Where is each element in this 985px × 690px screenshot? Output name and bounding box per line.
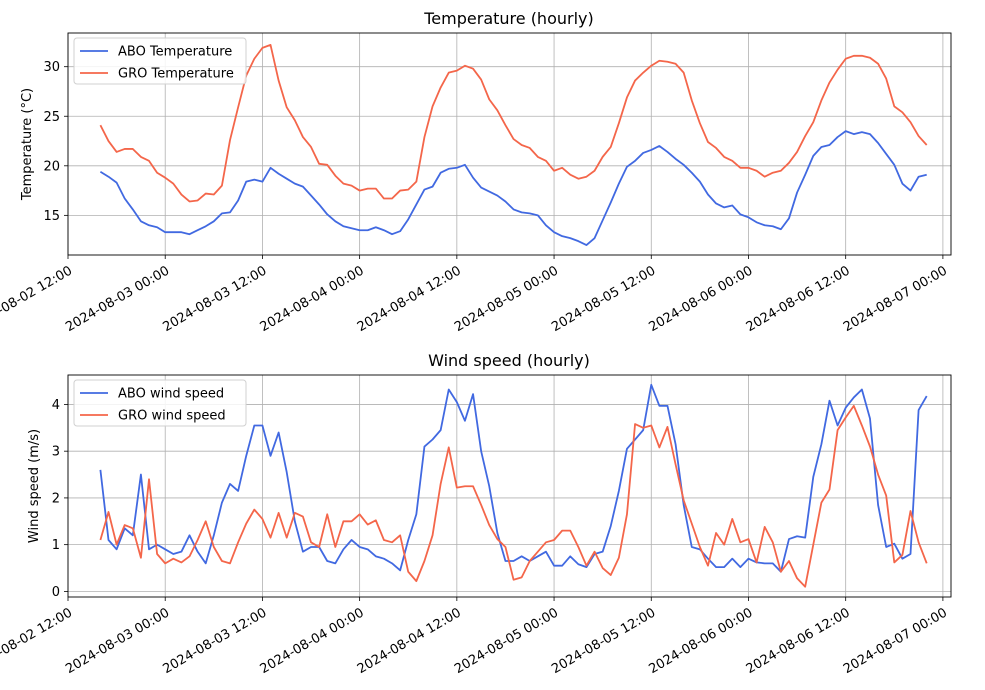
- axes-frame: [67, 32, 952, 256]
- x-tick-label: 2024-08-07 00:00: [841, 605, 950, 677]
- x-tick-label: 2024-08-05 12:00: [549, 263, 658, 335]
- legend: ABO wind speed GRO wind speed: [73, 379, 247, 427]
- y-tick-label: 4: [52, 398, 60, 413]
- x-tick-label: 2024-08-05 12:00: [549, 605, 658, 677]
- x-tick-label: 2024-08-04 00:00: [258, 605, 367, 677]
- legend: ABO Temperature GRO Temperature: [73, 37, 247, 85]
- x-tick-label: 2024-08-06 12:00: [744, 263, 853, 335]
- legend-box: [73, 37, 247, 85]
- x-tick-label: 2024-08-06 12:00: [744, 605, 853, 677]
- y-tick-label: 25: [43, 110, 60, 125]
- y-axis-label: Wind speed (m/s): [27, 429, 42, 543]
- wind-speed-chart: Wind speed (hourly) Wind speed (m/s) 202…: [0, 351, 952, 677]
- series-line-1: [99, 383, 928, 573]
- x-tick-label: 2024-08-03 12:00: [160, 263, 269, 335]
- series-line-1: [99, 130, 927, 246]
- legend-label: GRO wind speed: [118, 409, 226, 424]
- series-line-2: [99, 43, 928, 203]
- axes-frame: [67, 374, 952, 598]
- y-tick-label: 1: [52, 538, 60, 553]
- x-tick-label: 2024-08-04 12:00: [355, 605, 464, 677]
- y-tick-label: 20: [43, 159, 60, 174]
- x-tick-label: 2024-08-05 00:00: [452, 263, 561, 335]
- y-tick-label: 15: [43, 209, 60, 224]
- temperature-chart: Temperature (hourly) Temperature (°C) 20…: [0, 9, 952, 335]
- x-tick-label: 2024-08-05 00:00: [452, 605, 561, 677]
- legend-label: ABO Temperature: [118, 45, 232, 60]
- chart-title: Temperature (hourly): [423, 9, 593, 28]
- x-tick-label: 2024-08-04 00:00: [258, 263, 367, 335]
- y-tick-label: 0: [52, 585, 60, 600]
- chart-title: Wind speed (hourly): [428, 351, 590, 370]
- x-tick-label: 2024-08-03 00:00: [63, 263, 172, 335]
- legend-box: [73, 379, 247, 427]
- legend-label: ABO wind speed: [118, 387, 224, 402]
- legend-label: GRO Temperature: [118, 67, 234, 82]
- y-axis-label: Temperature (°C): [20, 88, 35, 201]
- x-tick-label: 2024-08-04 12:00: [355, 263, 464, 335]
- x-tick-label: 2024-08-06 00:00: [647, 605, 756, 677]
- y-tick-label: 3: [52, 445, 60, 460]
- series-line-2: [99, 404, 928, 588]
- x-tick-label: 2024-08-06 00:00: [647, 263, 756, 335]
- x-tick-label: 2024-08-03 12:00: [160, 605, 269, 677]
- y-tick-label: 30: [43, 60, 60, 75]
- y-tick-label: 2: [52, 491, 60, 506]
- x-tick-label: 2024-08-07 00:00: [841, 263, 950, 335]
- x-tick-label: 2024-08-03 00:00: [63, 605, 172, 677]
